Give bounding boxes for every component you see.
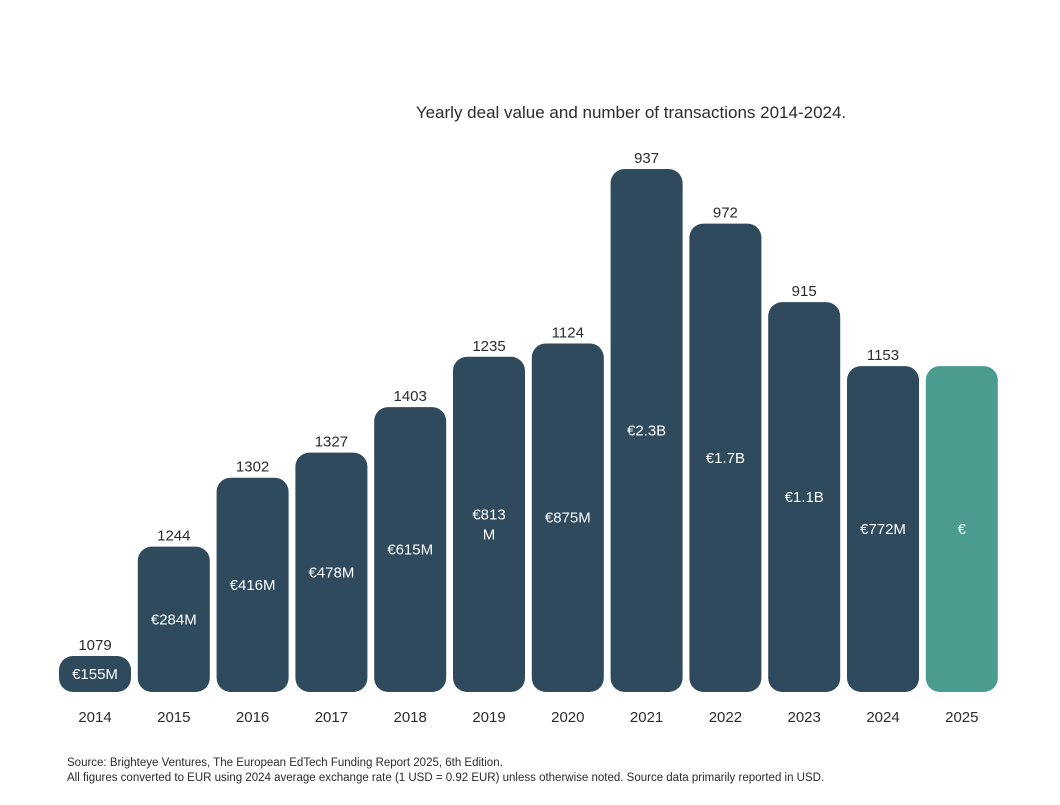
year-label-2025: 2025 <box>945 709 978 726</box>
value-label-2015: €284M <box>151 611 197 628</box>
count-label-2023: 915 <box>792 283 817 300</box>
value-label-2025: € <box>958 521 967 538</box>
bar-2024 <box>847 366 919 692</box>
bar-2014 <box>59 656 131 692</box>
count-label-2022: 972 <box>713 205 738 222</box>
year-label-2020: 2020 <box>551 709 584 726</box>
count-label-2024: 1153 <box>867 347 899 364</box>
value-labels-group: €155M €284M €416M €478M €615M €813 M €875M €2.3B… <box>72 423 967 684</box>
year-label-2021: 2021 <box>630 709 663 726</box>
year-label-2015: 2015 <box>157 709 190 726</box>
exchange-rate-note: All figures converted to EUR using 2024 … <box>67 772 825 784</box>
bar-2022 <box>689 223 762 693</box>
value-label-2020: €875M <box>545 510 591 527</box>
count-label-2016: 1302 <box>236 459 269 476</box>
year-label-2018: 2018 <box>394 709 427 726</box>
year-label-2024: 2024 <box>866 709 899 726</box>
count-label-2014: 1079 <box>78 637 111 654</box>
bar-2021 <box>610 169 683 692</box>
bar-2020 <box>531 343 604 692</box>
value-label-2022: €1.7B <box>706 450 745 467</box>
count-label-2017: 1327 <box>315 434 348 451</box>
bars-group <box>59 169 998 693</box>
count-label-2020: 1124 <box>552 324 584 341</box>
count-label-2015: 1244 <box>157 528 190 545</box>
chart-title: Yearly deal value and number of transact… <box>416 103 846 122</box>
source-note: Source: Brighteye Ventures, The European… <box>67 757 503 769</box>
value-label-2017: €478M <box>308 564 354 581</box>
year-label-2019: 2019 <box>472 709 505 726</box>
year-labels-group: 2014 2015 2016 2017 2018 2019 2020 2021 2022 2023… <box>78 709 978 726</box>
value-label-2016: €416M <box>230 577 276 594</box>
count-label-2019: 1235 <box>472 338 505 355</box>
year-label-2016: 2016 <box>236 709 269 726</box>
value-label-2019: €813 M <box>472 506 505 543</box>
count-label-2021: 937 <box>634 150 659 167</box>
year-label-2023: 2023 <box>788 709 821 726</box>
bar-2015 <box>137 546 210 692</box>
bar-2018 <box>374 407 447 692</box>
year-label-2014: 2014 <box>78 709 111 726</box>
bar-2017 <box>295 452 368 692</box>
count-labels-group: 1079 1244 1302 1327 1403 1235 1124 937 972 915 115… <box>78 150 899 654</box>
value-label-2021: €2.3B <box>627 423 666 440</box>
year-label-2017: 2017 <box>315 709 348 726</box>
count-label-2018: 1403 <box>394 388 427 405</box>
value-label-2018: €615M <box>387 542 433 559</box>
value-label-2023: €1.1B <box>785 489 824 506</box>
bar-2023 <box>768 302 841 692</box>
value-label-2024: €772M <box>860 521 906 538</box>
bar-2025 <box>925 366 998 692</box>
bar-2019 <box>453 356 525 692</box>
year-label-2022: 2022 <box>709 709 742 726</box>
value-label-2014: €155M <box>72 666 118 683</box>
bar-2016 <box>216 477 289 692</box>
